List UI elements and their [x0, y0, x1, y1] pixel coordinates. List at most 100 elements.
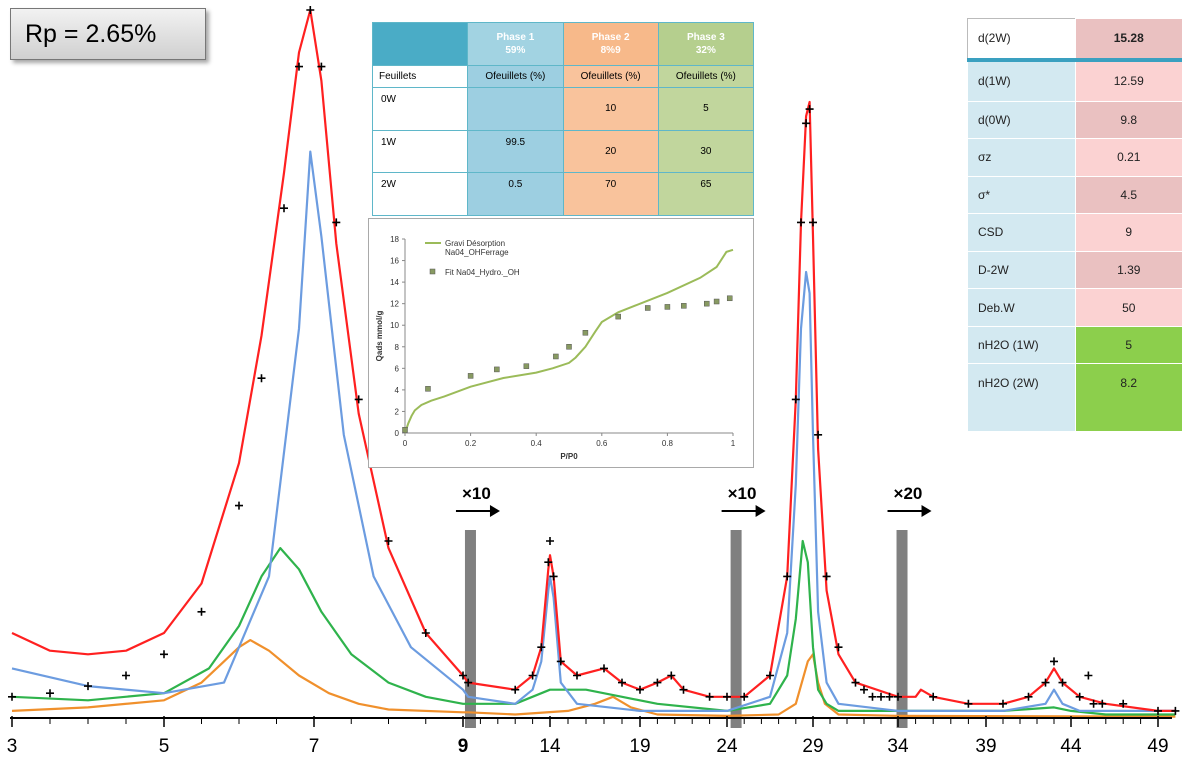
experimental-point: [822, 572, 831, 581]
x-tick-label: 3: [7, 736, 18, 757]
experimental-point: [740, 692, 749, 701]
axis-break-bar: [464, 530, 476, 728]
inset-y-axis-label: Qads mmol/g: [375, 311, 384, 362]
experimental-markers: [8, 6, 1180, 715]
param-value: 4.5: [1074, 175, 1182, 215]
inset-fit-point: [615, 313, 621, 320]
param-name: Deb.W: [967, 288, 1076, 327]
experimental-point: [1171, 706, 1180, 715]
inset-desorption-line: [404, 248, 734, 434]
phase-table-corner: [371, 22, 469, 66]
diffraction-series: [8, 6, 1180, 718]
axis-break-bar: [896, 530, 908, 728]
series-3-line: [11, 539, 1176, 716]
experimental-point: [1098, 699, 1107, 708]
experimental-point: [964, 699, 973, 708]
experimental-point: [528, 671, 537, 680]
row-label: 2W: [371, 172, 469, 216]
experimental-point: [1119, 699, 1128, 708]
experimental-point: [160, 650, 168, 659]
experimental-point: [306, 6, 315, 14]
x-axis: 3 5 7 9 14 19 24 29 34 39 44 49: [7, 716, 1172, 757]
inset-x-tick-label: 1: [731, 439, 736, 448]
experimental-point: [600, 664, 608, 673]
experimental-point: [1058, 678, 1067, 687]
param-value: 8.2: [1074, 363, 1182, 432]
experimental-point: [384, 537, 393, 545]
inset-fit-point: [713, 298, 720, 305]
inset-y-tick-label: 6: [395, 364, 400, 373]
inset-y-tick-label: 12: [390, 300, 399, 309]
experimental-point: [295, 62, 303, 71]
rp-label: Rp = 2.65%: [25, 19, 157, 48]
x-tick-label: 49: [1147, 736, 1168, 757]
inset-legend-label: Fit Na04_Hydro._OH: [445, 268, 520, 277]
phase-1-subheader: Ofeuillets (%): [467, 65, 564, 88]
isotherm-inset: 0 2 4 6 8 10 12 14 16 18 0 0.2 0.4 0.6 0.8 1 P/P0 Qads mm…: [368, 218, 754, 468]
experimental-point: [1024, 692, 1033, 701]
inset-y-tick-label: 2: [395, 407, 400, 416]
experimental-point: [549, 572, 558, 581]
cell-phase-3: 30: [657, 129, 755, 174]
multiplier-label: ×10: [461, 484, 491, 503]
inset-fit-point: [467, 373, 474, 379]
inset-legend-line-1: Gravi Désorption: [445, 239, 505, 248]
inset-y-tick-label: 16: [390, 257, 399, 266]
x-tick-label: 24: [716, 736, 738, 757]
x-tick-label: 29: [802, 736, 823, 757]
param-row: σ* 4.5: [967, 175, 1182, 215]
experimental-point: [653, 678, 662, 687]
multiplier-arrowhead: [921, 505, 932, 517]
experimental-point: [894, 692, 902, 701]
inset-x-axis-label: P/P0: [560, 452, 578, 461]
param-name: nH2O (1W): [967, 325, 1076, 365]
inset-fit-point: [402, 427, 408, 433]
experimental-point: [332, 218, 341, 227]
inset-y-tick-label: 18: [390, 235, 399, 244]
experimental-point: [766, 671, 774, 680]
experimental-point: [235, 501, 243, 510]
experimental-point: [877, 692, 885, 701]
experimental-point: [317, 62, 326, 71]
experimental-point: [723, 692, 731, 701]
inset-legend-label: Gravi Désorption Na04_OHFerrage: [445, 239, 509, 257]
param-row: nH2O (2W) 8.2: [967, 363, 1182, 432]
param-name: d(0W): [967, 100, 1076, 140]
inset-fit-point: [566, 344, 572, 350]
x-tick-label: 44: [1060, 736, 1082, 757]
experimental-point: [84, 682, 92, 691]
experimental-point: [421, 629, 430, 637]
phase-2-header: Phase 2 8%9: [562, 22, 659, 66]
cell-phase-3: 5: [657, 87, 755, 131]
multiplier-arrowhead: [489, 505, 500, 517]
series-1-line: [11, 8, 1176, 713]
param-value: 15.28: [1074, 17, 1182, 62]
experimental-point: [556, 657, 565, 666]
experimental-point: [8, 692, 16, 701]
x-tick-label: 34: [887, 736, 909, 757]
inset-fit-point: [494, 366, 500, 373]
experimental-point: [464, 678, 473, 687]
experimental-point: [791, 395, 800, 404]
inset-legend-line-2: Na04_OHFerrage: [445, 248, 509, 257]
series-2-line: [11, 150, 1176, 713]
inset-fit-point: [681, 303, 687, 309]
experimental-point: [851, 678, 860, 687]
row-label: 1W: [371, 129, 469, 174]
experimental-point: [280, 204, 288, 213]
inset-y-tick-label: 14: [390, 278, 399, 287]
param-value: 1.39: [1074, 250, 1182, 290]
experimental-point: [783, 572, 792, 581]
inset-x-tick-label: 0.4: [531, 439, 543, 448]
experimental-point: [999, 699, 1007, 708]
experimental-point: [544, 558, 553, 567]
param-value: 0.21: [1074, 138, 1182, 177]
experimental-point: [618, 678, 626, 687]
param-name: σz: [967, 138, 1076, 177]
inset-fit-point: [425, 386, 431, 392]
experimental-point: [1050, 657, 1058, 666]
axis-break-bars: [464, 530, 908, 728]
param-row: D-2W 1.39: [967, 250, 1182, 290]
param-row: σz 0.21: [967, 138, 1182, 177]
x-tick-label: 7: [309, 736, 320, 757]
